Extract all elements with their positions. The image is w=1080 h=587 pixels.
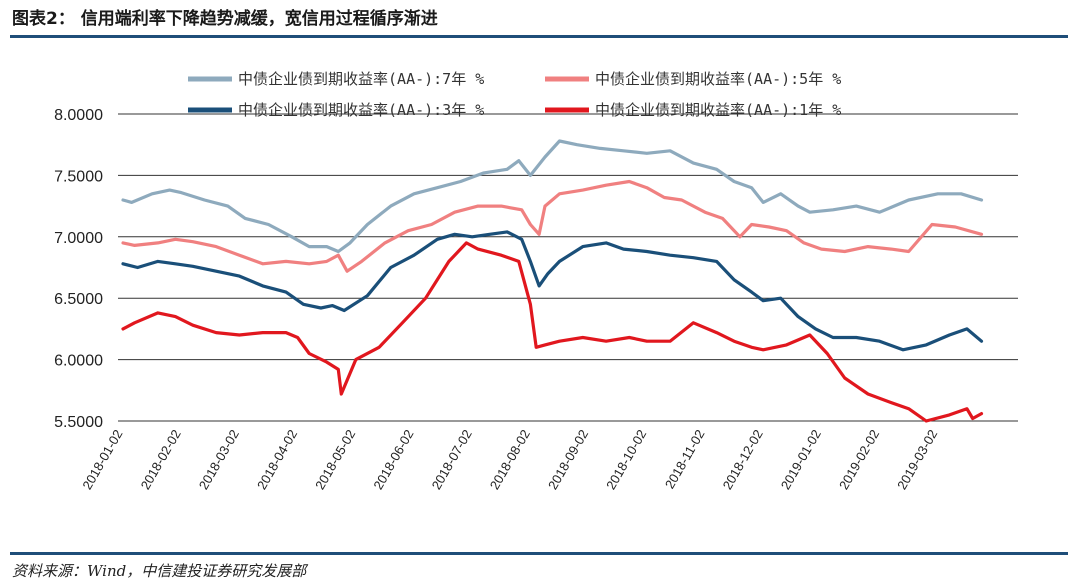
x-tick-label: 2018-03-02 xyxy=(196,427,242,492)
x-tick-label: 2019-03-02 xyxy=(894,427,940,492)
x-axis-ticks: 2018-01-02 2018-02-02 2018-03-02 2018-04-02… xyxy=(79,427,940,492)
x-tick-label: 2018-12-02 xyxy=(720,427,766,492)
legend-label: 中债企业债到期收益率(AA-):3年 % xyxy=(238,101,484,119)
x-tick-label: 2018-07-02 xyxy=(429,427,475,492)
figure-title: 图表2： 信用端利率下降趋势减缓，宽信用过程循序渐进 xyxy=(12,9,438,29)
y-tick-label: 6.0000 xyxy=(54,353,103,370)
x-tick-label: 2018-09-02 xyxy=(545,427,591,492)
series-line xyxy=(121,179,984,273)
x-tick-label: 2018-02-02 xyxy=(138,427,184,492)
x-tick-label: 2018-08-02 xyxy=(487,427,533,492)
series-lines xyxy=(121,139,984,423)
x-tick-label: 2018-01-02 xyxy=(79,427,125,492)
y-tick-label: 6.5000 xyxy=(54,291,103,308)
legend: 中债企业债到期收益率(AA-):7年 % 中债企业债到期收益率(AA-):5年 %… xyxy=(188,70,841,119)
series-line xyxy=(121,230,984,352)
x-tick-label: 2018-04-02 xyxy=(254,427,300,492)
x-tick-label: 2019-01-02 xyxy=(778,427,824,492)
legend-label: 中债企业债到期收益率(AA-):1年 % xyxy=(595,101,841,119)
legend-label: 中债企业债到期收益率(AA-):7年 % xyxy=(238,70,484,88)
y-tick-label: 7.0000 xyxy=(54,230,103,247)
series-line xyxy=(121,139,984,254)
x-tick-label: 2018-05-02 xyxy=(312,427,358,492)
y-tick-label: 7.5000 xyxy=(54,168,103,185)
x-tick-label: 2018-06-02 xyxy=(370,427,416,492)
y-axis-ticks: 8.0000 7.5000 7.0000 6.5000 6.0000 5.5000 xyxy=(54,107,103,431)
x-tick-label: 2018-10-02 xyxy=(603,427,649,492)
top-rule xyxy=(10,35,1068,38)
legend-label: 中债企业债到期收益率(AA-):5年 % xyxy=(595,70,841,88)
source-note: 资料来源：Wind，中信建投证券研究发展部 xyxy=(12,562,307,580)
bottom-rule xyxy=(10,552,1068,555)
y-tick-label: 8.0000 xyxy=(54,107,103,124)
series-line xyxy=(121,241,984,423)
x-tick-label: 2019-02-02 xyxy=(836,427,882,492)
y-tick-label: 5.5000 xyxy=(54,414,103,431)
grid-lines xyxy=(118,113,1018,422)
x-tick-label: 2018-11-02 xyxy=(662,427,708,491)
